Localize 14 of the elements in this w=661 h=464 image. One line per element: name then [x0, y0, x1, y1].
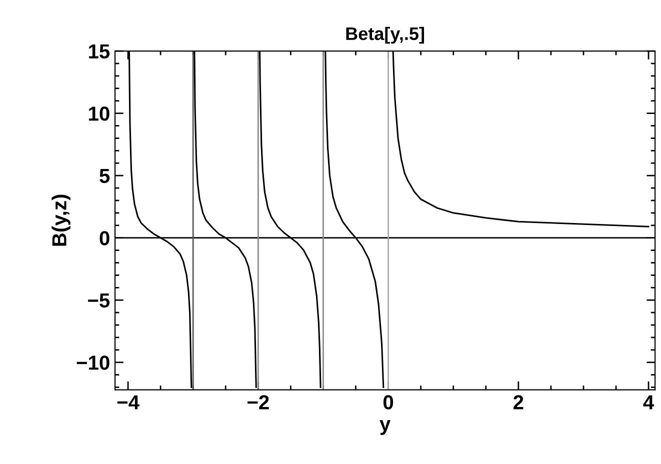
y-tick-label: 0	[100, 231, 110, 246]
y-axis-title: B(y,z)	[52, 194, 70, 246]
x-tick-label: 4	[643, 395, 654, 410]
x-tick-label: 2	[514, 395, 524, 410]
x-axis-title: y	[380, 420, 391, 435]
x-tick-label: 0	[383, 395, 394, 410]
y-tick-label: 5	[100, 169, 110, 184]
chart-title: Beta[y,.5]	[346, 26, 424, 44]
y-tick-label: 15	[89, 44, 110, 59]
x-tick-label: −2	[248, 395, 269, 410]
x-tick-label: −4	[117, 395, 140, 410]
y-tick-label: −5	[88, 294, 110, 308]
y-tick-label: 10	[89, 106, 110, 121]
y-tick-label: −10	[76, 356, 110, 370]
